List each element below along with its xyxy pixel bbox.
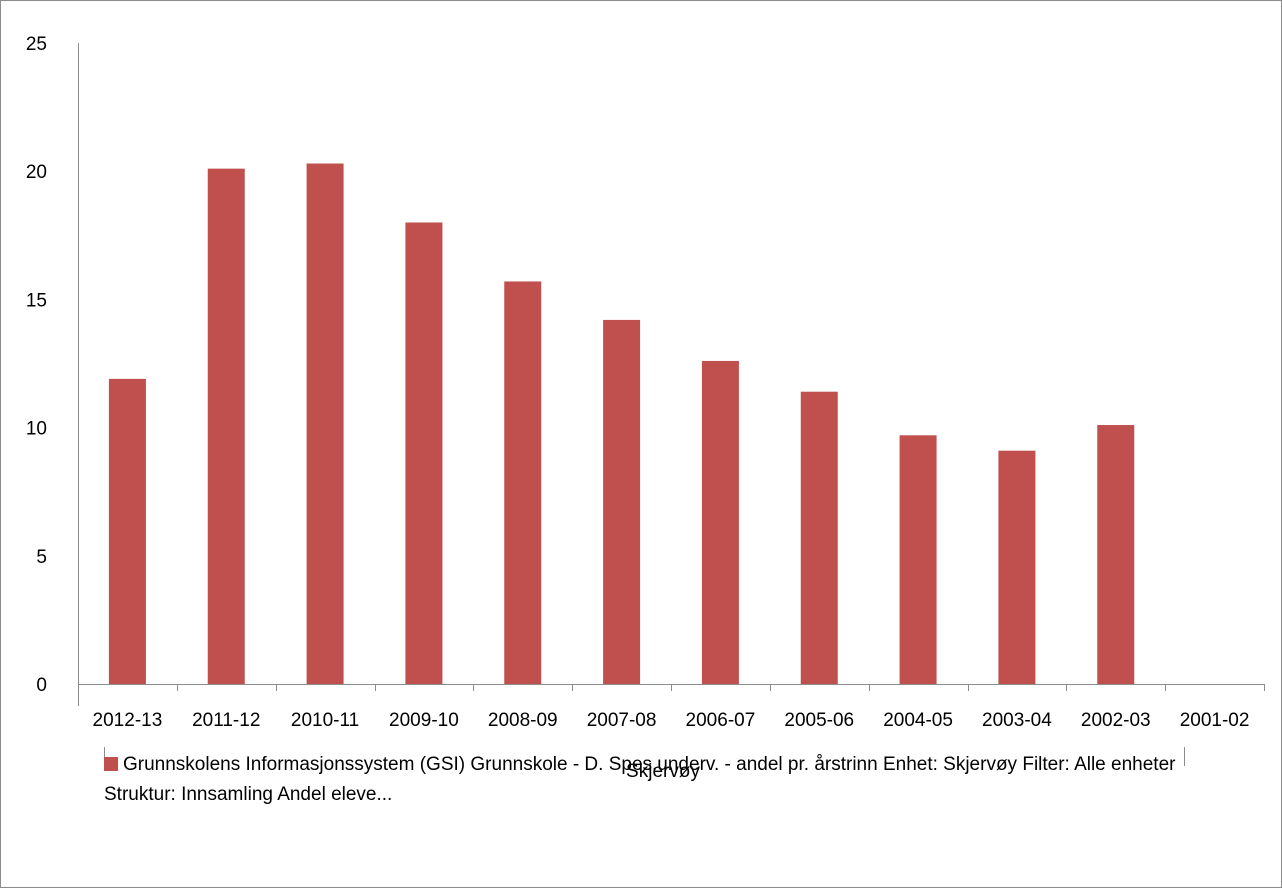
x-tick-label: 2004-05 <box>883 710 953 731</box>
bars <box>108 163 1135 685</box>
legend-swatch <box>104 757 118 771</box>
bar <box>998 450 1036 684</box>
y-tick-label: 5 <box>36 547 47 568</box>
bar <box>108 378 146 684</box>
bar <box>701 360 739 684</box>
x-tick-label: 2010-11 <box>291 710 359 731</box>
x-tick-label: 2009-10 <box>389 710 459 731</box>
bar <box>207 168 245 685</box>
axes <box>78 43 1265 766</box>
x-tick-label: 2003-04 <box>982 710 1052 731</box>
y-tick-label: 25 <box>26 34 47 55</box>
x-tick-label: 2011-12 <box>192 710 260 731</box>
y-tick-label: 10 <box>26 419 47 440</box>
y-axis-ticks: 0 5 10 15 20 25 <box>26 34 47 696</box>
bar <box>504 281 542 684</box>
x-axis-title: Skjervøy <box>626 761 700 782</box>
x-tick-label: 2008-09 <box>488 710 558 731</box>
y-tick-label: 0 <box>36 675 47 696</box>
x-tick-label: 2007-08 <box>587 710 657 731</box>
x-axis-tick-labels: 2012-13 2011-12 2010-11 2009-10 2008-09 2007-… <box>93 710 1250 731</box>
x-tick-label: 2001-02 <box>1180 710 1250 731</box>
bar <box>306 163 344 684</box>
bar <box>1097 425 1135 684</box>
bar <box>800 391 838 684</box>
x-tick-label: 2006-07 <box>686 710 756 731</box>
bar <box>603 319 641 684</box>
x-tick-label: 2002-03 <box>1081 710 1151 731</box>
legend: Grunnskolens Informasjonssystem (GSI) Gr… <box>104 750 1184 810</box>
y-tick-label: 20 <box>26 162 47 183</box>
legend-label: Grunnskolens Informasjonssystem (GSI) Gr… <box>104 754 1176 805</box>
bar <box>899 435 937 684</box>
bar <box>405 222 443 685</box>
y-tick-label: 15 <box>26 290 47 311</box>
x-tick-label: 2012-13 <box>93 710 163 731</box>
x-tick-label: 2005-06 <box>784 710 854 731</box>
